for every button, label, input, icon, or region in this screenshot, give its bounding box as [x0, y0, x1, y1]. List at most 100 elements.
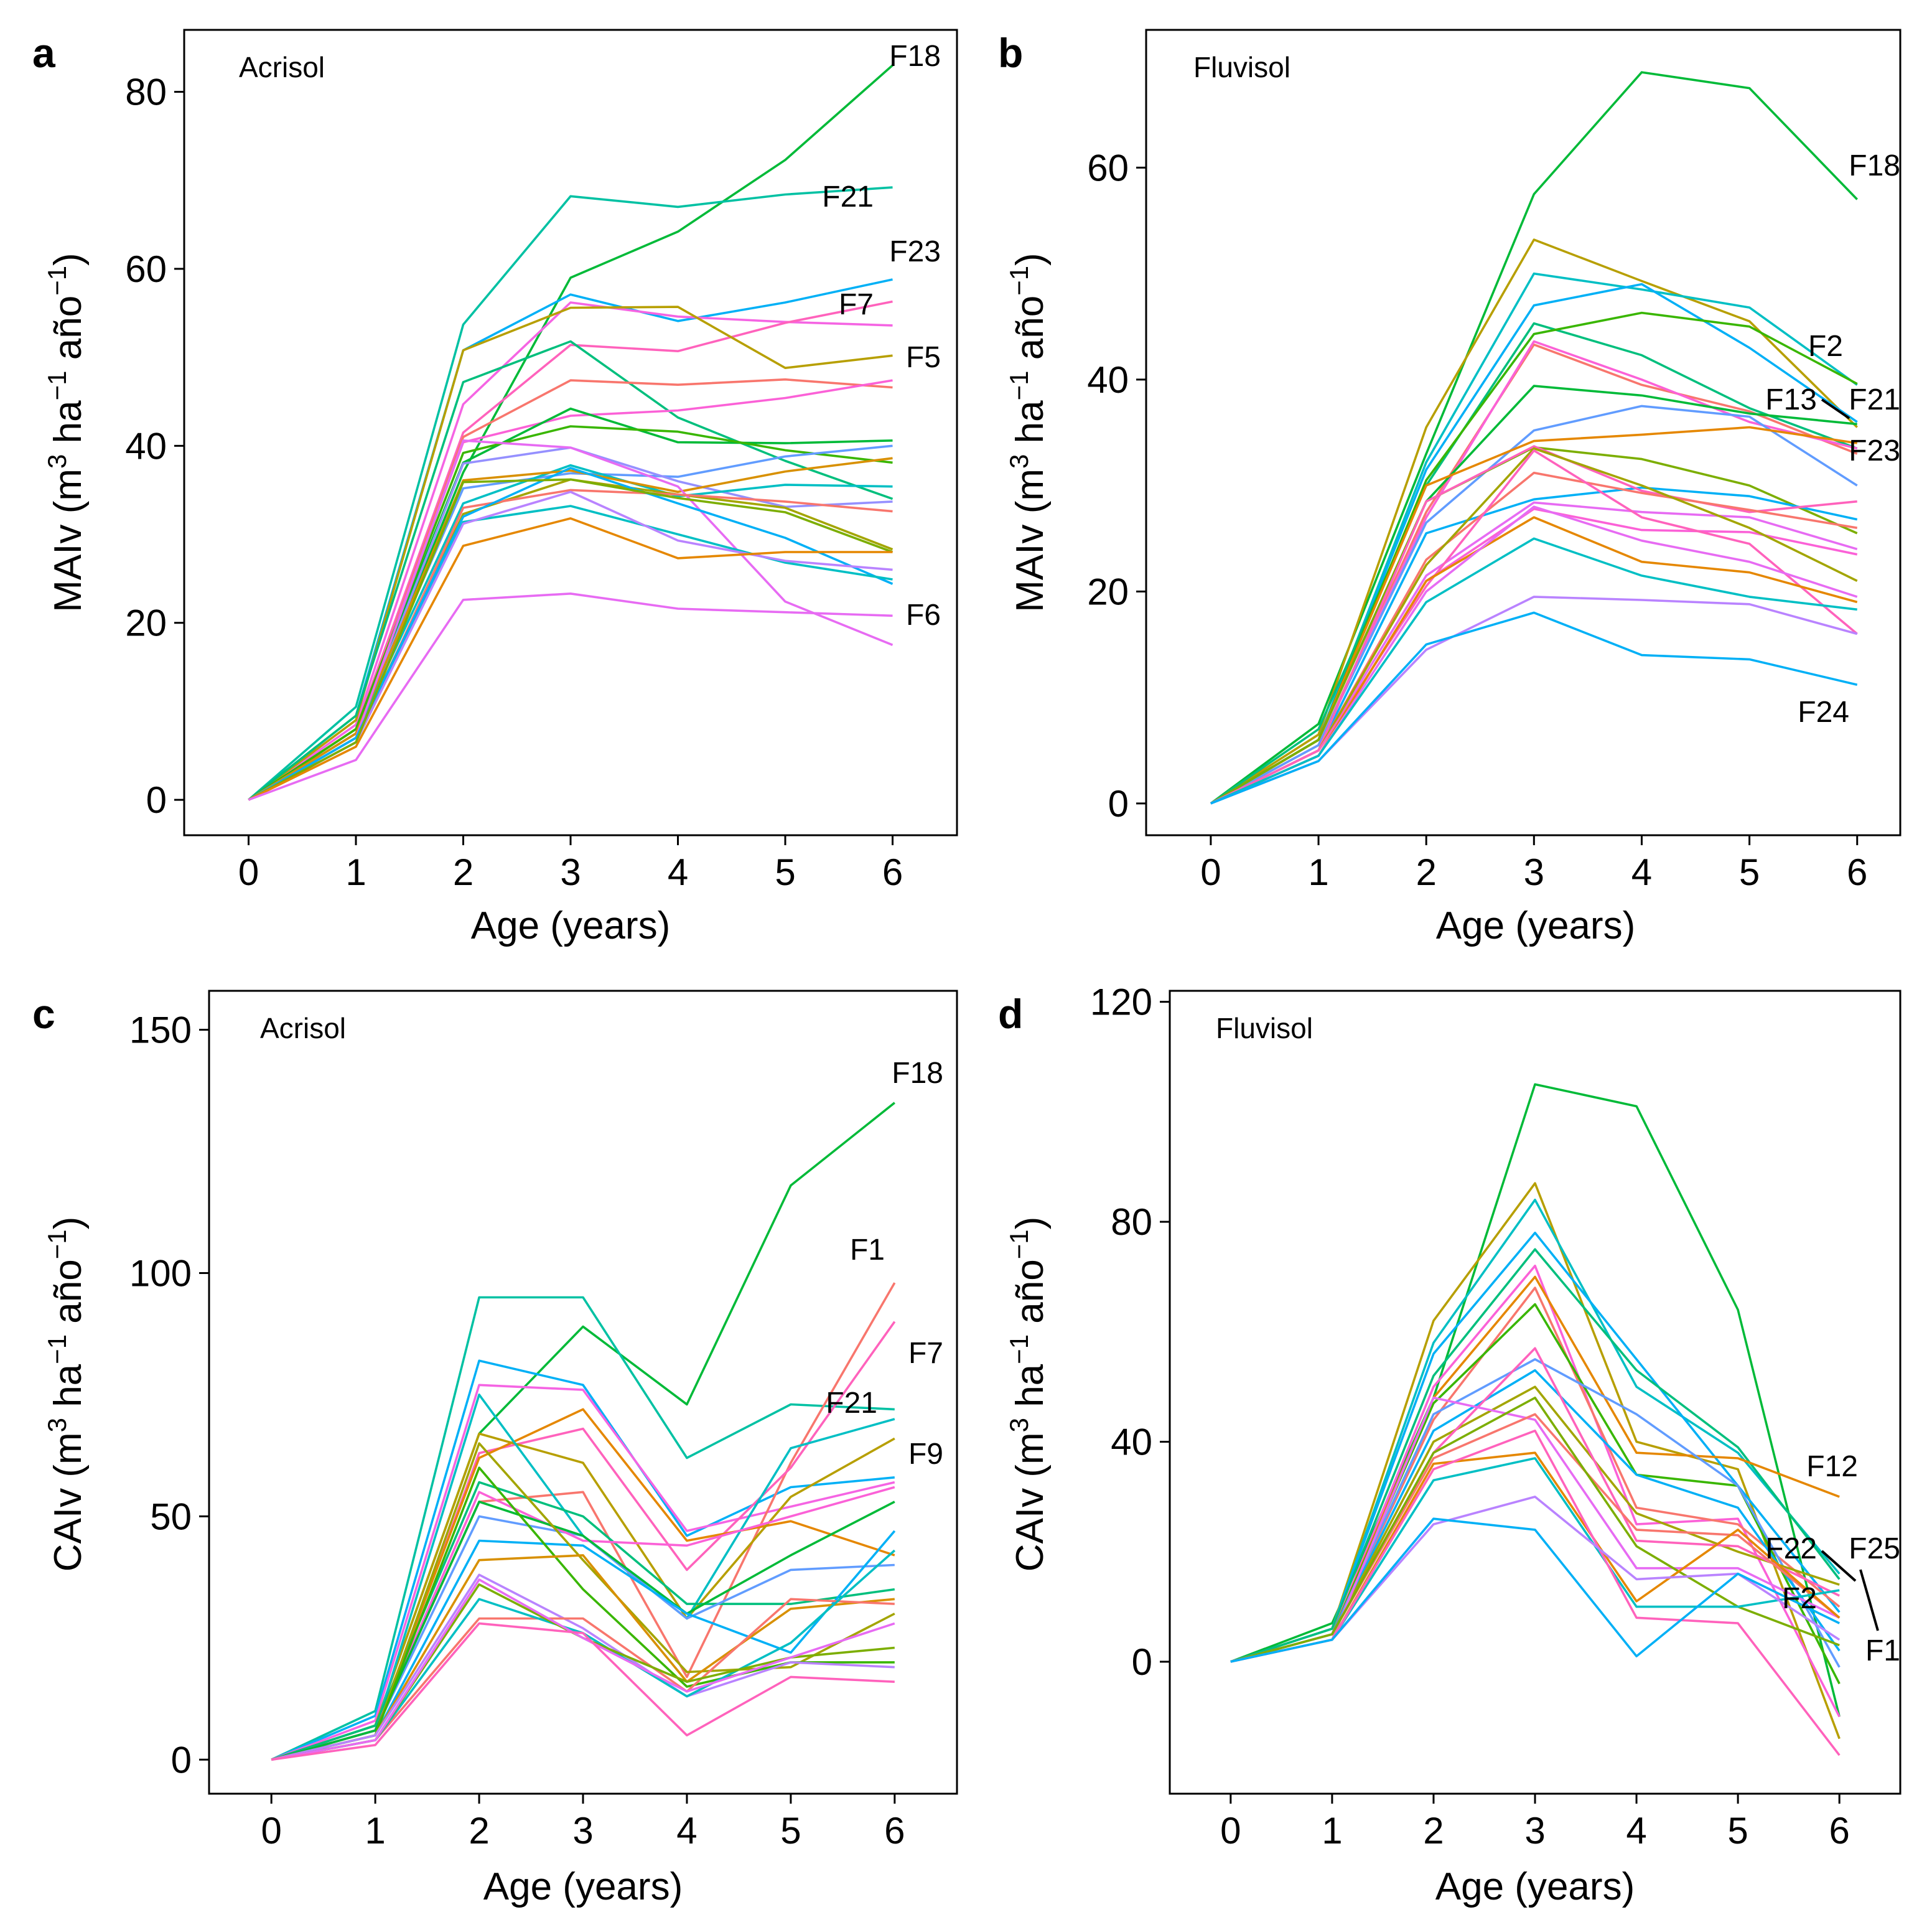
annotation-F9: F9 — [908, 1438, 943, 1471]
series-layer — [248, 64, 894, 801]
series-line-23 — [1210, 596, 1858, 805]
y-tick-label: 150 — [129, 1010, 192, 1051]
x-tick-label: 6 — [1829, 1810, 1849, 1852]
x-tick-label: 3 — [1524, 851, 1544, 893]
y-axis-label: CAIv (m3 ha−1 año−1) — [1004, 1217, 1052, 1572]
series-line-7 — [1210, 343, 1858, 805]
series-line-19 — [1230, 1430, 1841, 1756]
annotation-F18: F18 — [889, 40, 941, 73]
y-tick-label: 0 — [171, 1739, 192, 1781]
y-tick-label: 20 — [1087, 571, 1129, 612]
y-tick-label: 100 — [129, 1252, 192, 1294]
series-line-2 — [248, 186, 893, 801]
series-line-3 — [248, 278, 893, 801]
y-tick-label: 120 — [1090, 981, 1152, 1023]
series-line-10 — [1210, 405, 1858, 805]
panel-letter: c — [32, 991, 55, 1037]
panel-letter: a — [32, 30, 56, 76]
series-layer — [271, 1102, 896, 1761]
series-line-9 — [271, 1394, 895, 1761]
series-line-12 — [1230, 1385, 1840, 1663]
series-line-10 — [1230, 1358, 1841, 1668]
y-tick-label: 0 — [1132, 1641, 1152, 1683]
x-axis-label: Age (years) — [483, 1865, 683, 1908]
series-layer — [1230, 1083, 1841, 1756]
series-line-2 — [1210, 238, 1858, 805]
annotation-F24: F24 — [1798, 696, 1849, 729]
x-tick-label: 2 — [469, 1810, 489, 1852]
series-line-11 — [248, 425, 893, 801]
series-line-13 — [271, 1501, 895, 1761]
series-line-18 — [271, 1573, 895, 1761]
annotation-leader — [1821, 398, 1850, 419]
axis-ticks: 0 1 2 3 4 5 6 0 50 100 150 — [129, 1010, 905, 1852]
series-layer — [1210, 71, 1858, 805]
series-line-15 — [248, 457, 893, 801]
annotation-F1: F1 — [1865, 1634, 1900, 1667]
y-axis-quantity: MAIv — [47, 524, 90, 612]
series-line-6 — [248, 306, 893, 801]
x-tick-label: 6 — [882, 851, 903, 893]
y-axis-label: MAIv (m3 ha−1 año−1) — [1004, 253, 1052, 612]
plot-frame — [1145, 29, 1902, 836]
annotation-F7: F7 — [839, 288, 874, 321]
series-line-7 — [248, 340, 894, 801]
x-tick-label: 6 — [884, 1810, 905, 1852]
x-tick-label: 0 — [261, 1810, 281, 1852]
panel-c: c Acrisol 0 1 2 3 4 5 6 0 50 100 150 Age (years) C… — [32, 990, 958, 1908]
annotation-F1: F1 — [850, 1234, 885, 1267]
plot-frame — [183, 29, 958, 836]
annotation-F2: F2 — [1808, 330, 1843, 363]
annotation-F18: F18 — [1849, 149, 1900, 182]
annotation-F2: F2 — [1782, 1582, 1817, 1615]
series-line-18 — [248, 489, 893, 801]
y-axis-label: MAIv (m3 ha−1 año−1) — [42, 253, 90, 612]
series-line-12 — [248, 444, 893, 801]
series-line-24 — [1210, 611, 1858, 805]
annotation-leader — [1859, 1569, 1879, 1631]
series-line-1 — [1230, 1083, 1841, 1717]
x-tick-label: 5 — [780, 1810, 801, 1852]
x-tick-label: 3 — [560, 851, 581, 893]
x-axis-label: Age (years) — [1435, 1865, 1635, 1908]
series-line-5 — [271, 1282, 896, 1761]
series-line-1 — [248, 64, 894, 801]
x-tick-label: 1 — [1322, 1810, 1342, 1852]
x-tick-label: 2 — [1416, 851, 1436, 893]
x-tick-label: 5 — [1727, 1810, 1748, 1852]
series-line-19 — [271, 1598, 895, 1761]
annotation-F5: F5 — [906, 341, 941, 374]
y-axis-label: CAIv (m3 ha−1 año−1) — [42, 1217, 90, 1572]
series-line-6 — [1230, 1265, 1841, 1718]
series-line-8 — [1210, 340, 1858, 805]
y-tick-label: 40 — [125, 425, 167, 467]
series-line-23 — [248, 517, 893, 801]
x-axis-label: Age (years) — [1436, 904, 1635, 947]
y-tick-label: 60 — [125, 248, 167, 290]
soil-label: Acrisol — [239, 51, 325, 83]
axis-ticks: 0 1 2 3 4 5 6 0 40 80 120 — [1090, 981, 1850, 1852]
x-tick-label: 4 — [676, 1810, 697, 1852]
series-line-17 — [248, 439, 894, 801]
x-tick-label: 0 — [1220, 1810, 1241, 1852]
y-axis-quantity: CAIv — [1009, 1488, 1052, 1572]
series-line-23 — [271, 1622, 895, 1761]
annotation-F21: F21 — [1849, 383, 1900, 416]
panel-letter: b — [998, 30, 1023, 76]
annotation-F23: F23 — [1849, 434, 1900, 467]
series-line-21 — [1230, 1517, 1840, 1663]
x-tick-label: 5 — [1739, 851, 1760, 893]
series-line-5 — [1230, 1248, 1841, 1663]
annotation-F6: F6 — [906, 599, 941, 632]
y-tick-label: 40 — [1111, 1422, 1152, 1463]
series-line-8 — [271, 1432, 895, 1761]
y-tick-label: 50 — [150, 1496, 192, 1537]
panel-d: d Fluvisol 0 1 2 3 4 5 6 0 40 80 120 Age (years) C… — [998, 981, 1902, 1908]
x-tick-label: 2 — [1423, 1810, 1444, 1852]
series-line-1 — [1210, 71, 1858, 805]
x-tick-label: 2 — [453, 851, 474, 893]
x-tick-label: 0 — [1200, 851, 1221, 893]
y-axis-quantity: CAIv — [47, 1488, 90, 1572]
